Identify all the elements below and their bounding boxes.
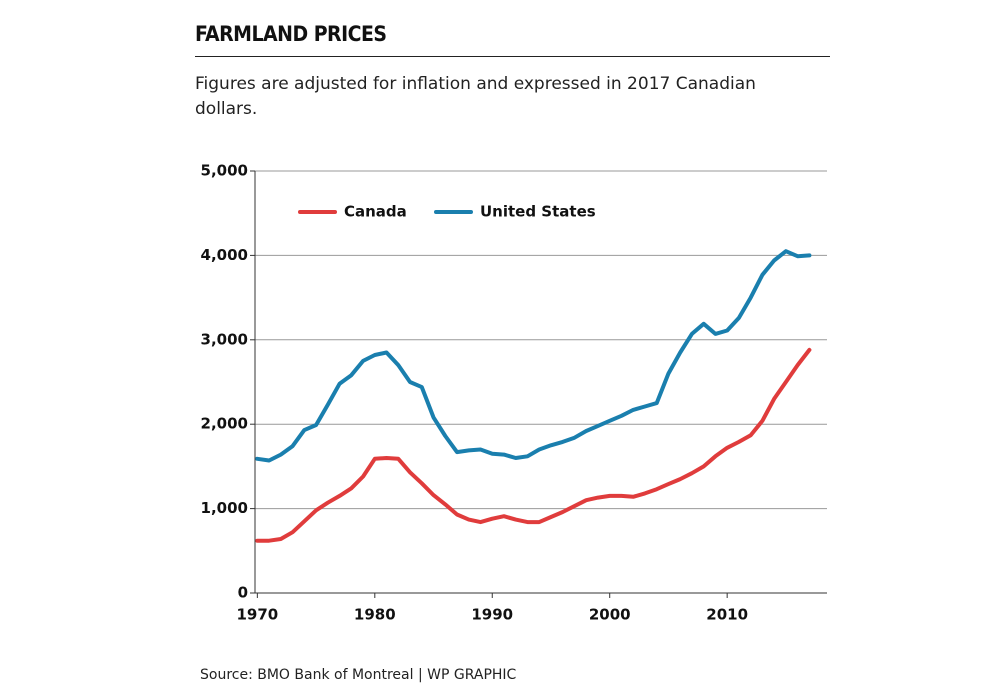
x-tick-label: 2000 xyxy=(589,606,631,624)
x-tick-label: 2010 xyxy=(706,606,748,624)
x-tick-label: 1980 xyxy=(354,606,396,624)
y-tick-label: 2,000 xyxy=(201,415,248,433)
source-note: Source: BMO Bank of Montreal | WP GRAPHI… xyxy=(200,667,517,683)
legend-label: Canada xyxy=(344,203,407,221)
x-tick-label: 1990 xyxy=(471,606,513,624)
chart-subtitle: Figures are adjusted for inflation and e… xyxy=(195,74,756,119)
title-rule xyxy=(195,56,830,57)
series-line xyxy=(255,249,812,463)
chart-title: FARMLAND PRICES xyxy=(195,22,387,46)
y-tick-label: 4,000 xyxy=(201,246,248,264)
y-tick-label: 1,000 xyxy=(201,499,248,517)
legend-label: United States xyxy=(480,203,596,221)
y-tick-label: 5,000 xyxy=(201,162,248,180)
y-tick-label: 0 xyxy=(238,584,248,602)
series-line xyxy=(255,347,812,543)
x-tick-label: 1970 xyxy=(236,606,278,624)
y-tick-label: 3,000 xyxy=(201,330,248,348)
